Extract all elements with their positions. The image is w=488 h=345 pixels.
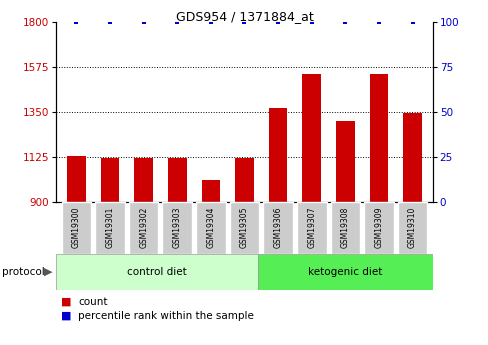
Bar: [101, 158, 119, 202]
Point: [408, 20, 416, 25]
Bar: [296, 202, 326, 254]
Bar: [162, 202, 192, 254]
Bar: [369, 74, 387, 202]
Text: GSM19302: GSM19302: [139, 207, 148, 248]
Bar: [196, 202, 225, 254]
Text: GSM19309: GSM19309: [374, 207, 383, 248]
Bar: [56, 254, 258, 290]
Point: [72, 20, 80, 25]
Bar: [201, 180, 220, 202]
Point: [140, 20, 147, 25]
Bar: [364, 202, 393, 254]
Text: ■: ■: [61, 297, 71, 307]
Text: control diet: control diet: [127, 267, 186, 277]
Text: protocol: protocol: [2, 267, 45, 277]
Text: GSM19310: GSM19310: [407, 207, 416, 248]
Bar: [134, 158, 153, 202]
Point: [206, 20, 214, 25]
Bar: [168, 158, 186, 202]
Text: count: count: [78, 297, 107, 307]
Bar: [258, 254, 432, 290]
Bar: [263, 202, 292, 254]
Bar: [129, 202, 158, 254]
Text: GDS954 / 1371884_at: GDS954 / 1371884_at: [175, 10, 313, 23]
Bar: [397, 202, 427, 254]
Text: GSM19301: GSM19301: [105, 207, 114, 248]
Bar: [229, 202, 259, 254]
Point: [173, 20, 181, 25]
Point: [240, 20, 248, 25]
Text: percentile rank within the sample: percentile rank within the sample: [78, 311, 254, 321]
Point: [307, 20, 315, 25]
Bar: [335, 121, 354, 202]
Text: GSM19306: GSM19306: [273, 207, 282, 248]
Text: GSM19308: GSM19308: [340, 207, 349, 248]
Bar: [67, 156, 85, 202]
Text: ▶: ▶: [43, 267, 52, 277]
Text: GSM19305: GSM19305: [240, 207, 248, 248]
Bar: [302, 74, 320, 202]
Text: ketogenic diet: ketogenic diet: [307, 267, 382, 277]
Text: GSM19303: GSM19303: [172, 207, 182, 248]
Point: [274, 20, 282, 25]
Text: ■: ■: [61, 311, 71, 321]
Bar: [61, 202, 91, 254]
Bar: [330, 202, 359, 254]
Bar: [403, 113, 421, 202]
Point: [374, 20, 382, 25]
Bar: [235, 158, 253, 202]
Point: [106, 20, 114, 25]
Bar: [268, 108, 287, 202]
Text: GSM19307: GSM19307: [306, 207, 316, 248]
Text: GSM19300: GSM19300: [72, 207, 81, 248]
Bar: [95, 202, 124, 254]
Point: [341, 20, 348, 25]
Text: GSM19304: GSM19304: [206, 207, 215, 248]
